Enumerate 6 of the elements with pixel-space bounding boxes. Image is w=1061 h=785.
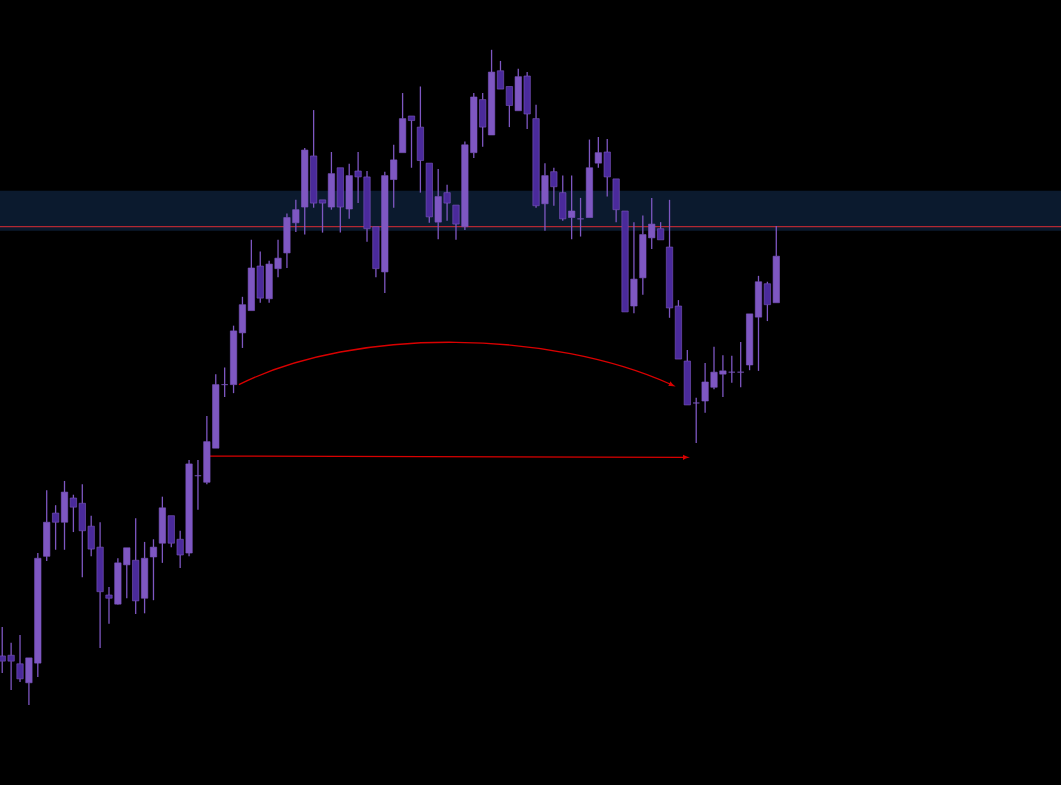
candlestick [585,138,593,218]
candlestick [319,199,327,234]
candlestick [416,85,424,194]
candlestick [399,92,407,153]
candlestick [408,115,415,169]
candlestick [612,178,620,223]
